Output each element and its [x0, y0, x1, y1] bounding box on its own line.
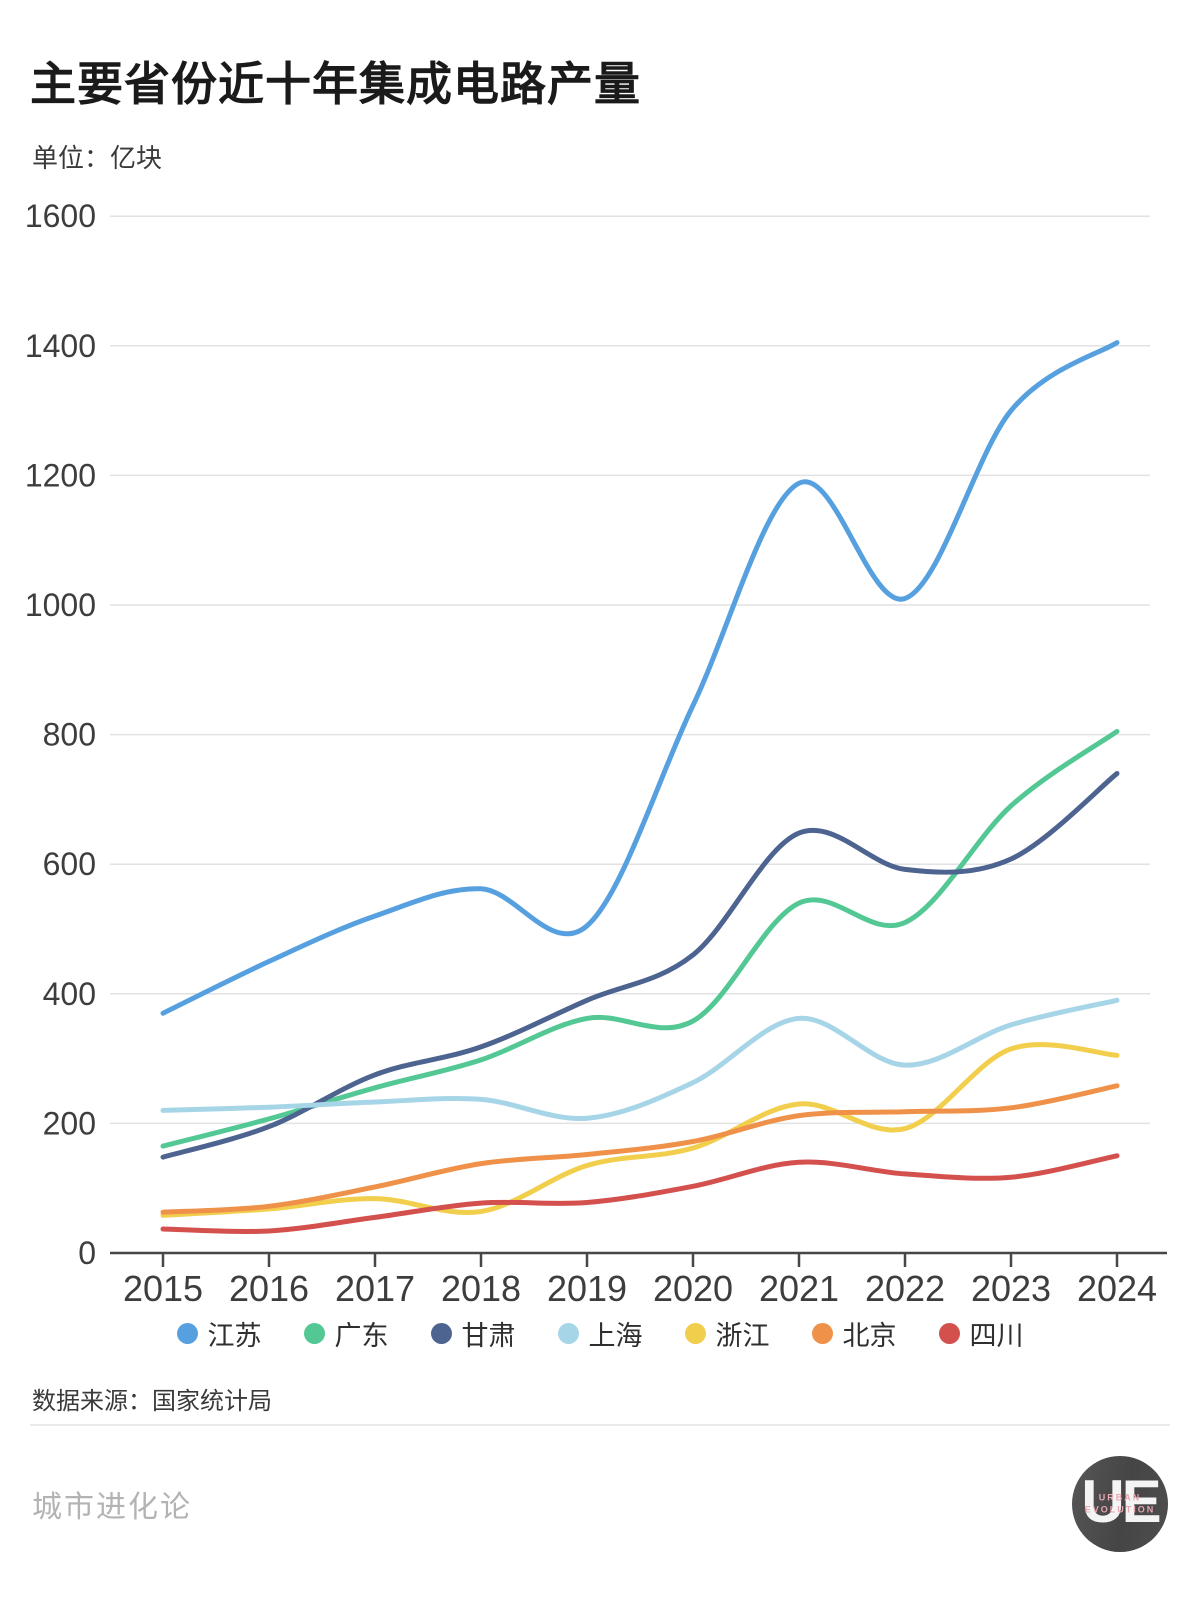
- y-tick-label: 200: [43, 1105, 96, 1141]
- y-tick-label: 1600: [25, 198, 96, 234]
- x-tick-label: 2022: [865, 1268, 945, 1309]
- legend-label: 广东: [334, 1321, 389, 1351]
- x-tick-label: 2023: [971, 1268, 1051, 1309]
- logo-caption: URBAN EVOLUTION: [1072, 1492, 1168, 1516]
- logo-caption-line1: URBAN: [1098, 1492, 1142, 1503]
- series-line: [160, 340, 1120, 1016]
- legend-dot-icon: [938, 1323, 960, 1344]
- logo-caption-line2: EVOLUTION: [1084, 1504, 1156, 1515]
- series-line: [160, 997, 1120, 1121]
- chart-title: 主要省份近十年集成电路产量: [30, 58, 641, 110]
- legend-item: 甘肃: [430, 1314, 516, 1353]
- logo-monogram: UE: [1081, 1468, 1161, 1535]
- unit-label: 单位：亿块: [32, 143, 163, 173]
- y-tick-label: 400: [43, 976, 96, 1012]
- legend-label: 北京: [842, 1321, 897, 1351]
- legend-dot-icon: [684, 1323, 706, 1344]
- series-line: [160, 1083, 1120, 1215]
- legend-item: 北京: [811, 1314, 897, 1353]
- x-tick-label: 2018: [441, 1268, 521, 1309]
- x-tick-label: 2016: [229, 1268, 309, 1309]
- x-tick-label: 2019: [547, 1268, 627, 1309]
- x-tick-label: 2020: [653, 1268, 733, 1309]
- legend-item: 江苏: [176, 1314, 262, 1353]
- y-tick-label: 1000: [25, 587, 96, 623]
- chart-legend: 江苏 广东 甘肃 上海 浙江 北京 四川: [0, 1314, 1200, 1353]
- series-line: [160, 771, 1120, 1160]
- legend-label: 上海: [588, 1321, 643, 1351]
- series-line: [160, 1153, 1120, 1235]
- divider: [30, 1424, 1170, 1426]
- line-chart: 0 200 400 600 800 1000 1200 1400 1600 2015 2016 201…: [25, 198, 1167, 1309]
- y-tick-label: 800: [43, 717, 96, 753]
- y-tick-label: 1200: [25, 457, 96, 493]
- y-tick-label: 1400: [25, 328, 96, 364]
- legend-item: 上海: [557, 1314, 643, 1353]
- source-note: 数据来源：国家统计局: [32, 1388, 272, 1415]
- ue-logo: UE URBAN EVOLUTION: [1072, 1456, 1168, 1552]
- legend-dot-icon: [176, 1323, 198, 1344]
- legend-dot-icon: [430, 1323, 452, 1344]
- x-tick-label: 2024: [1077, 1268, 1157, 1309]
- x-tick-label: 2015: [123, 1268, 203, 1309]
- legend-label: 浙江: [715, 1321, 770, 1351]
- y-tick-label: 0: [78, 1235, 96, 1271]
- x-tick-label: 2017: [335, 1268, 415, 1309]
- y-tick-label: 600: [43, 846, 96, 882]
- legend-item: 浙江: [684, 1314, 770, 1353]
- legend-item: 广东: [303, 1314, 389, 1353]
- legend-label: 甘肃: [461, 1321, 516, 1351]
- x-tick-label: 2021: [759, 1268, 839, 1309]
- series-line: [160, 728, 1120, 1149]
- legend-label: 江苏: [207, 1321, 262, 1351]
- legend-dot-icon: [811, 1323, 833, 1344]
- legend-label: 四川: [969, 1321, 1024, 1351]
- legend-item: 四川: [938, 1314, 1024, 1353]
- brand-watermark: 城市进化论: [32, 1491, 192, 1524]
- legend-dot-icon: [303, 1323, 325, 1344]
- series-line: [160, 1042, 1120, 1218]
- legend-dot-icon: [557, 1323, 579, 1344]
